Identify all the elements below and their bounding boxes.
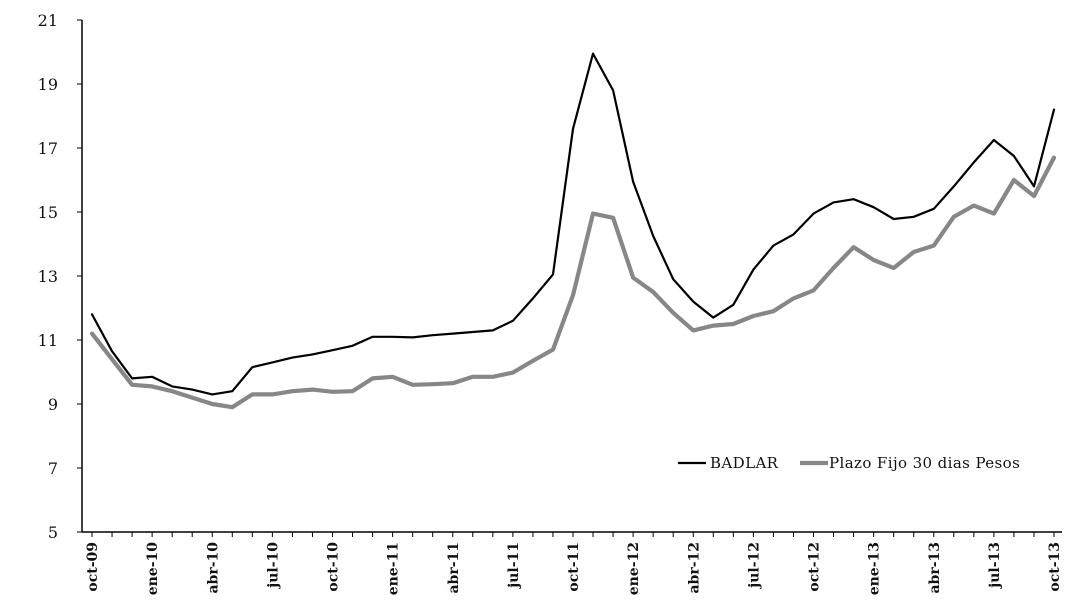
x-tick-label: ene-13 <box>867 542 883 595</box>
x-tick-label: oct-13 <box>1047 542 1063 592</box>
y-tick-label: 5 <box>48 523 58 542</box>
x-tick-label: ene-11 <box>386 542 402 595</box>
y-axis-tick-labels: 5 7 9 11 13 15 17 19 21 <box>38 11 82 542</box>
y-tick-label: 9 <box>48 395 58 414</box>
y-tick-label: 7 <box>48 459 58 478</box>
x-tick-label: oct-12 <box>807 542 823 592</box>
y-tick-label: 21 <box>38 11 58 30</box>
y-tick-label: 15 <box>38 203 58 222</box>
chart-legend: BADLAR Plazo Fijo 30 dias Pesos <box>678 454 1020 472</box>
x-tick-label: oct-09 <box>85 542 101 592</box>
x-tick-label: ene-10 <box>145 542 161 596</box>
x-tick-label: abr-10 <box>205 542 221 594</box>
series-lines <box>92 54 1054 408</box>
legend-label-badlar: BADLAR <box>710 454 779 472</box>
x-tick-label: abr-13 <box>927 542 943 594</box>
x-tick-label: abr-12 <box>686 542 702 594</box>
x-tick-label: ene-12 <box>626 542 642 595</box>
series-line-badlar <box>92 54 1054 395</box>
y-tick-label: 17 <box>38 139 58 158</box>
x-tick-label: jul-13 <box>987 542 1003 590</box>
x-tick-label: abr-11 <box>446 542 462 594</box>
y-tick-label: 11 <box>38 331 58 350</box>
x-tick-label: jul-11 <box>506 542 522 590</box>
y-tick-label: 19 <box>38 75 58 94</box>
series-line-plazo-fijo <box>92 158 1054 408</box>
x-tick-label: jul-10 <box>265 542 281 590</box>
x-axis-tick-labels: oct-09 ene-10 abr-10 jul-10 oct-10 ene-11 abr-… <box>85 532 1063 595</box>
x-tick-label: oct-11 <box>566 542 582 592</box>
legend-label-plazo-fijo: Plazo Fijo 30 dias Pesos <box>829 454 1020 472</box>
x-tick-label: jul-12 <box>746 542 762 590</box>
x-tick-label: oct-10 <box>326 542 342 592</box>
y-tick-label: 13 <box>38 267 58 286</box>
